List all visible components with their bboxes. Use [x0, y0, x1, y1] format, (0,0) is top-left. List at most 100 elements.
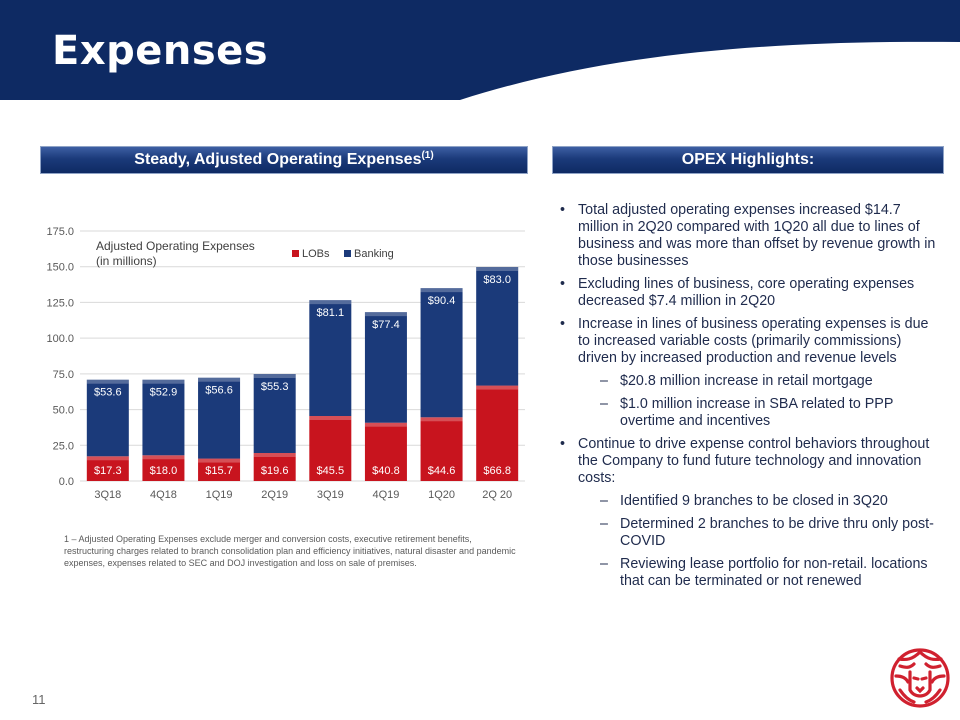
- bar-banking: [142, 379, 185, 456]
- data-label: $18.0: [150, 465, 178, 477]
- x-tick-label: 4Q19: [372, 489, 399, 501]
- bar-lobs: [253, 453, 296, 481]
- chart-section-header: Steady, Adjusted Operating Expenses(1): [40, 146, 528, 174]
- data-label: $40.8: [372, 465, 400, 477]
- x-tick-label: 1Q20: [428, 489, 455, 501]
- bullet-text: Total adjusted operating expenses increa…: [578, 202, 936, 269]
- bar-highlight: [86, 379, 129, 384]
- sub-bullet-item: – Identified 9 branches to be closed in 3…: [560, 493, 944, 510]
- dash-marker: –: [600, 516, 608, 532]
- bullet-text: $1.0 million increase in SBA related to …: [620, 396, 894, 429]
- page-number: 11: [32, 692, 46, 707]
- legend-swatch-lobs: [292, 250, 299, 257]
- bar-highlight: [86, 456, 129, 461]
- x-tick-label: 4Q18: [150, 489, 177, 501]
- bullet-text: Determined 2 branches to be drive thru o…: [620, 516, 934, 549]
- x-tick-label: 3Q19: [317, 489, 344, 501]
- sub-bullet-item: – $20.8 million increase in retail mortga…: [560, 373, 944, 390]
- data-label: $81.1: [317, 307, 345, 319]
- x-tick-label: 1Q19: [206, 489, 233, 501]
- bar-highlight: [309, 300, 352, 305]
- legend-label-lobs: LOBs: [302, 248, 330, 260]
- chart-title: Adjusted Operating Expenses: [96, 239, 255, 253]
- bar-banking: [253, 374, 296, 453]
- data-label: $77.4: [372, 319, 400, 331]
- dash-marker: –: [600, 493, 608, 509]
- bar-banking: [364, 312, 407, 423]
- data-label: $53.6: [94, 387, 122, 399]
- bullet-marker: •: [560, 436, 566, 452]
- chart-subtitle: (in millions): [96, 254, 157, 268]
- page-title: Expenses: [52, 28, 269, 74]
- data-label: $52.9: [150, 387, 178, 399]
- bullet-marker: •: [560, 276, 566, 292]
- bar-lobs: [86, 456, 129, 481]
- sub-bullet-item: – Determined 2 branches to be drive thru …: [560, 516, 944, 550]
- data-label: $45.5: [317, 465, 345, 477]
- bar-lobs: [142, 455, 185, 481]
- footnote-reference: (1): [421, 150, 434, 161]
- y-tick-label: 150.0: [46, 262, 74, 274]
- bullet-item: • Total adjusted operating expenses incre…: [560, 202, 944, 270]
- bullet-text: $20.8 million increase in retail mortgag…: [620, 373, 873, 389]
- data-label: $17.3: [94, 465, 122, 477]
- bar-highlight: [364, 312, 407, 317]
- legend-swatch-banking: [344, 250, 351, 257]
- y-tick-label: 25.0: [53, 440, 74, 452]
- highlights-list: • Total adjusted operating expenses incre…: [560, 202, 944, 596]
- bar-lobs: [420, 417, 463, 481]
- data-label: $19.6: [261, 465, 289, 477]
- data-label: $66.8: [483, 465, 511, 477]
- dash-marker: –: [600, 373, 608, 389]
- bullet-item: • Continue to drive expense control behav…: [560, 436, 944, 487]
- bullet-text: Increase in lines of business operating …: [578, 316, 929, 366]
- chart-section-heading: Steady, Adjusted Operating Expenses: [134, 151, 422, 168]
- bar-banking: [420, 288, 463, 418]
- dash-marker: –: [600, 396, 608, 412]
- bar-highlight: [476, 385, 519, 390]
- y-tick-label: 125.0: [46, 297, 74, 309]
- bar-highlight: [364, 422, 407, 427]
- footnote: 1 – Adjusted Operating Expenses exclude …: [64, 534, 516, 568]
- data-label: $56.6: [205, 385, 233, 397]
- bar-highlight: [309, 416, 352, 420]
- bar-highlight: [253, 374, 296, 378]
- bullet-marker: •: [560, 316, 566, 332]
- bar-banking: [198, 377, 241, 459]
- data-label: $83.0: [483, 274, 511, 286]
- legend-label-banking: Banking: [354, 248, 394, 260]
- bullet-item: • Increase in lines of business operating…: [560, 316, 944, 367]
- x-tick-label: 2Q19: [261, 489, 288, 501]
- bar-highlight: [142, 455, 185, 460]
- data-label: $55.3: [261, 381, 289, 393]
- data-label: $15.7: [205, 465, 233, 477]
- bar-highlight: [198, 458, 241, 463]
- bar-lobs: [198, 458, 241, 481]
- y-tick-label: 75.0: [53, 369, 74, 381]
- bar-banking: [86, 379, 129, 457]
- bar-banking: [476, 267, 519, 386]
- dash-marker: –: [600, 556, 608, 572]
- bar-highlight: [253, 453, 296, 457]
- bullet-text: Identified 9 branches to be closed in 3Q…: [620, 493, 888, 509]
- bar-highlight: [142, 379, 185, 384]
- bullet-marker: •: [560, 202, 566, 218]
- bullet-text: Excluding lines of business, core operat…: [578, 276, 915, 309]
- x-tick-label: 2Q 20: [482, 489, 512, 501]
- y-tick-label: 0.0: [59, 476, 74, 488]
- y-tick-label: 175.0: [46, 226, 74, 238]
- bar-lobs: [364, 422, 407, 481]
- data-label: $44.6: [428, 465, 456, 477]
- bar-banking: [309, 300, 352, 416]
- y-tick-label: 100.0: [46, 333, 74, 345]
- bullet-text: Reviewing lease portfolio for non-retail…: [620, 556, 928, 589]
- bar-highlight: [420, 288, 463, 293]
- y-tick-label: 50.0: [53, 405, 74, 417]
- bar-highlight: [198, 377, 241, 382]
- bar-highlight: [420, 417, 463, 422]
- stacked-bar-chart: 0.0 25.0 50.0 75.0 100.0 125.0 150.0 175.0 Adjus…: [46, 226, 525, 501]
- highlights-section-header: OPEX Highlights:: [552, 146, 944, 174]
- bar-highlight: [476, 267, 519, 271]
- bar-lobs: [309, 416, 352, 481]
- bar-lobs: [476, 385, 519, 481]
